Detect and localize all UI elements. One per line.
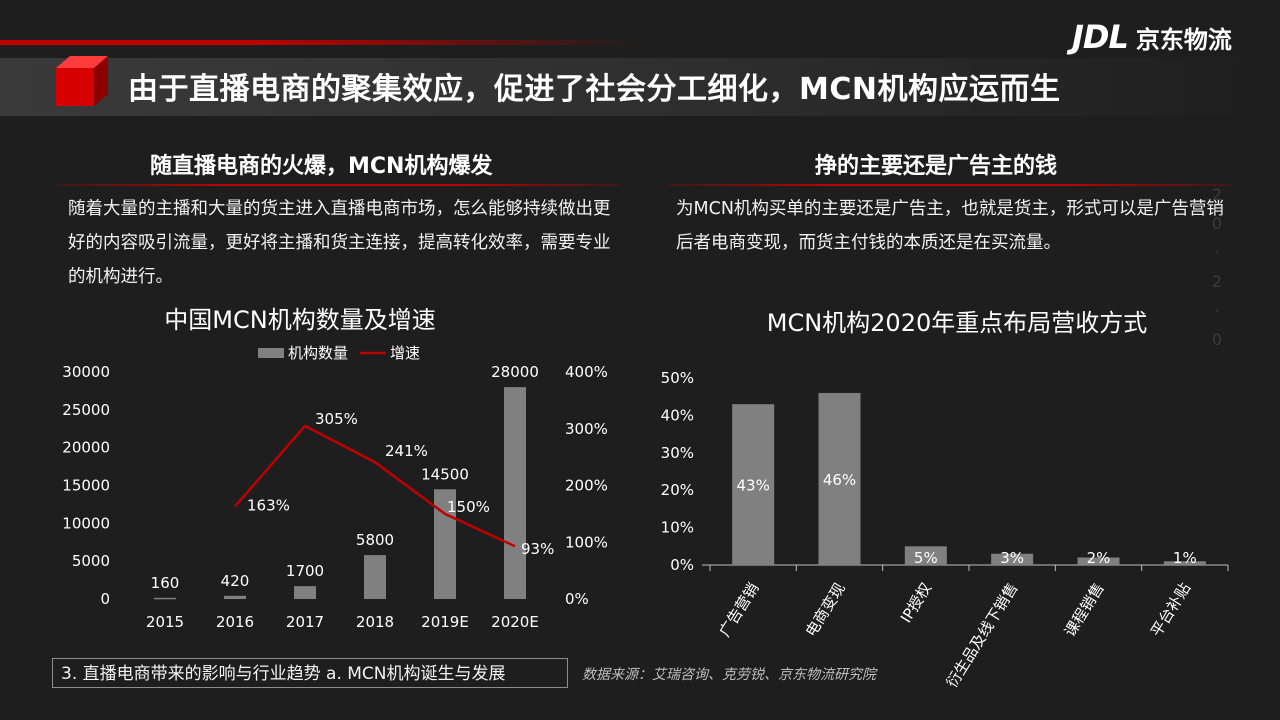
bar-revenue (818, 392, 861, 565)
x-tick-label: 广告营销 (715, 580, 762, 640)
decor-char: 0 (1211, 214, 1223, 233)
bar-count (364, 555, 386, 599)
right-section-title: 挣的主要还是广告主的钱 (815, 154, 1058, 179)
y-tick-label: 20% (661, 481, 694, 499)
y-tick-label: 10% (661, 519, 694, 537)
chart-title: MCN机构2020年重点布局营收方式 (767, 309, 1148, 337)
decor-char: 2 (1211, 185, 1223, 204)
bar-count (504, 387, 526, 599)
section-breadcrumb: 3. 直播电商带来的影响与行业趋势 a. MCN机构诞生与发展 (52, 658, 568, 688)
bar-revenue-label: 3% (1000, 549, 1024, 567)
y-right-tick-label: 300% (565, 420, 608, 438)
company-logo: JDL 京东物流 (1072, 18, 1232, 56)
decor-char: 0 (1211, 330, 1223, 349)
title-banner (0, 58, 1280, 116)
right-section-text: 为MCN机构买单的主要还是广告主，也就是货主，形式可以是广告营销后者电商变现，而… (676, 199, 1224, 253)
x-tick-label: 2017 (286, 613, 324, 631)
growth-point-label: 241% (385, 442, 428, 460)
x-tick-label: 2019E (421, 613, 469, 631)
y-tick-label: 40% (661, 406, 694, 424)
bar-revenue-label: 5% (914, 549, 938, 567)
decor-char: · (1214, 243, 1220, 262)
mcn-revenue-mode-chart: MCN机构2020年重点布局营收方式 0% 10% 20% 30% 40% 50% 43% 46… (661, 309, 1229, 691)
y-right-tick-label: 200% (565, 477, 608, 495)
bar-revenue-label: 1% (1173, 549, 1197, 567)
right-section-rule (668, 184, 1230, 186)
y-right-tick-label: 400% (565, 363, 608, 381)
legend-label-line: 增速 (390, 344, 420, 362)
bar-count-label: 28000 (491, 363, 539, 381)
bar-count-label: 5800 (356, 531, 394, 549)
x-tick-label: 2015 (146, 613, 184, 631)
bar-revenue (1163, 561, 1206, 565)
y-left-tick-label: 25000 (62, 401, 110, 419)
y-tick-label: 30% (661, 444, 694, 462)
left-section-text: 随着大量的主播和大量的货主进入直播电商市场，怎么能够持续做出更好的内容吸引流量，… (68, 199, 611, 287)
bar-count-label: 420 (221, 572, 250, 590)
chart-title: 中国MCN机构数量及增速 (164, 306, 435, 334)
bar-revenue-label: 43% (736, 477, 769, 495)
growth-line (234, 424, 516, 548)
x-tick-label: 电商变现 (802, 580, 849, 640)
y-left-tick-label: 10000 (62, 514, 110, 532)
x-tick-label: 课程销售 (1061, 580, 1108, 640)
logo-text: 京东物流 (1135, 25, 1232, 54)
bar-count-label: 160 (151, 574, 180, 592)
bar-count (224, 595, 246, 599)
y-right-tick-label: 0% (565, 590, 589, 608)
decor-char: · (1214, 301, 1220, 320)
legend-label-bar: 机构数量 (288, 344, 348, 362)
bar-count (154, 597, 176, 600)
bar-count (294, 586, 316, 599)
y-left-tick-label: 5000 (72, 552, 110, 570)
bar-revenue (732, 404, 775, 565)
decorative-vertical-text: 2 0 · 2 · 0 (1210, 180, 1224, 354)
bar-revenue-label: 46% (823, 471, 856, 489)
y-right-tick-label: 100% (565, 533, 608, 551)
y-left-tick-label: 30000 (62, 363, 110, 381)
growth-point-label: 305% (315, 410, 358, 428)
bar-revenue-label: 2% (1087, 549, 1111, 567)
growth-point-label: 150% (447, 498, 490, 516)
logo-mark: JDL (1072, 18, 1129, 56)
y-left-tick-label: 0 (100, 590, 110, 608)
x-tick-label: 衍生品及线下销售 (943, 580, 1022, 691)
data-source: 数据来源：艾瑞咨询、克劳锐、京东物流研究院 (582, 667, 876, 683)
header-red-line (0, 40, 640, 45)
bar-revenue (991, 553, 1034, 565)
bar-revenue (1077, 557, 1120, 565)
decor-char: 2 (1211, 272, 1223, 291)
growth-point-label: 163% (247, 496, 290, 514)
red-cube-icon (56, 56, 108, 106)
page-title: 由于直播电商的聚集效应，促进了社会分工细化，MCN机构应运而生 (128, 72, 1061, 107)
y-left-tick-label: 15000 (62, 477, 110, 495)
legend-swatch-bar (258, 348, 284, 358)
x-tick-label: IP授权 (897, 580, 935, 626)
y-tick-label: 50% (661, 369, 694, 387)
x-tick-label: 2018 (356, 613, 394, 631)
y-left-tick-label: 20000 (62, 439, 110, 457)
bar-revenue (904, 546, 947, 565)
bar-count-label: 1700 (286, 562, 324, 580)
x-tick-label: 平台补贴 (1147, 580, 1194, 640)
y-tick-label: 0% (670, 556, 694, 574)
growth-point-label: 93% (521, 540, 554, 558)
left-section-title: 随直播电商的火爆，MCN机构爆发 (150, 154, 493, 179)
x-tick-label: 2020E (491, 613, 539, 631)
bar-count-label: 14500 (421, 465, 469, 483)
x-tick-label: 2016 (216, 613, 254, 631)
left-section-rule (58, 184, 620, 186)
